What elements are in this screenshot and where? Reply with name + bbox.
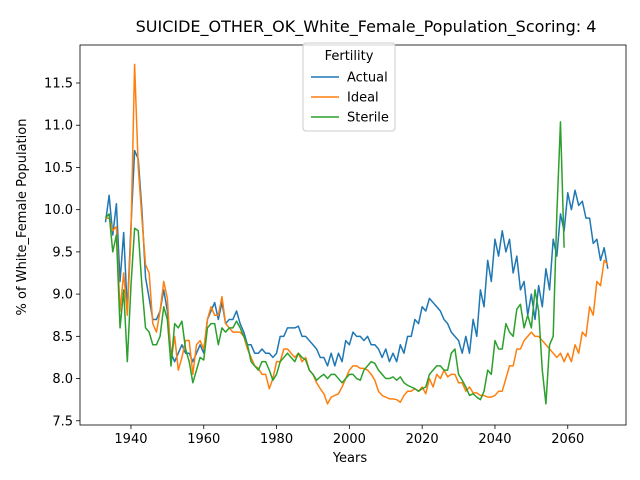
legend-box [302, 42, 396, 132]
y-tick-label: 9.0 [52, 288, 73, 303]
x-tick-label: 2040 [478, 432, 511, 447]
series-line-ideal [105, 63, 609, 405]
y-tick-label: 10.5 [44, 161, 73, 176]
y-tick-label: 8.0 [52, 372, 73, 387]
y-axis-title: % of White_Female Population [15, 119, 30, 316]
y-tick-label: 7.5 [52, 414, 73, 429]
series-line-sterile [104, 121, 565, 405]
legend-label-sterile: Sterile [347, 111, 389, 126]
y-tick-label: 8.5 [52, 330, 73, 345]
x-tick-label: 1980 [260, 432, 293, 447]
legend-label-actual: Actual [347, 71, 388, 86]
y-tick-label: 9.5 [52, 245, 73, 260]
chart-title: SUICIDE_OTHER_OK_White_Female_Population… [136, 17, 597, 37]
x-tick-label: 2060 [551, 432, 584, 447]
y-tick-label: 10.0 [44, 203, 73, 218]
legend-label-ideal: Ideal [347, 91, 379, 106]
series-line-actual [104, 149, 609, 367]
legend-title: Fertility [325, 49, 374, 64]
legend: Fertility Actual Ideal Sterile [302, 42, 396, 132]
x-tick-label: 2000 [333, 432, 366, 447]
y-tick-label: 11.0 [44, 119, 73, 134]
x-tick-label: 1940 [114, 432, 147, 447]
x-tick-label: 1960 [187, 432, 220, 447]
x-tick-label: 2020 [406, 432, 439, 447]
x-axis-title: Years [332, 451, 368, 466]
plot-area: 1940 1960 1980 2000 2020 2040 2060 7.5 8.0 8.5 9.0… [44, 44, 627, 447]
y-tick-label: 11.5 [44, 77, 73, 92]
